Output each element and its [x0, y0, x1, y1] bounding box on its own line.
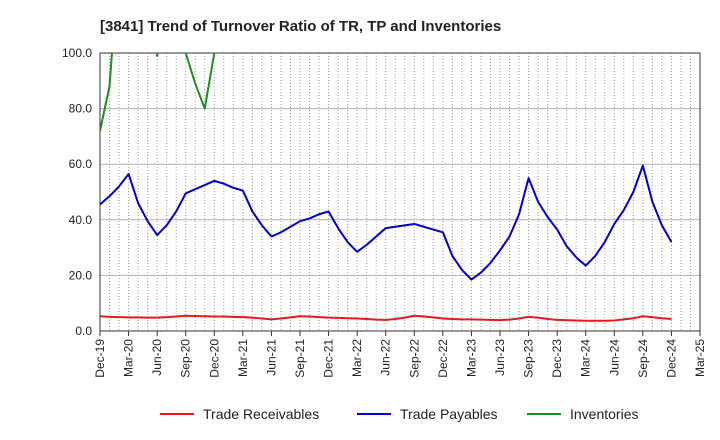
- x-tick-labels: Dec-19 Mar-20 Jun-20 Sep-20 Dec-20 Mar-21 Jun-…: [93, 339, 707, 378]
- x-tick-label: Mar-20: [122, 339, 136, 377]
- x-tick-label: Jun-24: [607, 339, 621, 376]
- x-tick-label: Dec-23: [550, 339, 564, 378]
- x-tick-label: Sep-22: [407, 339, 421, 378]
- legend-label: Trade Receivables: [203, 406, 319, 422]
- x-tick-label: Sep-24: [636, 339, 650, 378]
- x-tick-label: Dec-21: [322, 339, 336, 378]
- x-tick-label: Dec-24: [664, 339, 678, 378]
- x-tick-label: Mar-24: [579, 339, 593, 377]
- y-tick-label: 80.0: [69, 102, 93, 116]
- legend-label: Inventories: [570, 406, 638, 422]
- x-tick-label: Sep-23: [522, 339, 536, 378]
- y-tick-label: 100.0: [62, 46, 92, 60]
- x-tick-label: Jun-23: [493, 339, 507, 376]
- x-tick-label: Dec-22: [436, 339, 450, 378]
- x-tick-label: Mar-23: [464, 339, 478, 377]
- series-lines: [100, 53, 673, 322]
- y-tick-labels: 0.0 20.0 40.0 60.0 80.0 100.0: [62, 46, 92, 338]
- y-tick-label: 20.0: [69, 268, 93, 282]
- y-tick-label: 60.0: [69, 157, 93, 171]
- x-tick-label: Mar-21: [236, 339, 250, 377]
- y-tick-label: 0.0: [75, 324, 92, 338]
- x-tick-label: Dec-19: [93, 339, 107, 378]
- x-tick-label: Mar-22: [350, 339, 364, 377]
- x-tick-label: Jun-21: [264, 339, 278, 376]
- plot-border: [99, 52, 701, 332]
- y-tick-label: 40.0: [69, 213, 93, 227]
- x-tick-label: Sep-21: [293, 339, 307, 378]
- axes: [99, 52, 701, 336]
- x-tick-label: Sep-20: [179, 339, 193, 378]
- x-tick-label: Jun-20: [150, 339, 164, 376]
- chart-title: [3841] Trend of Turnover Ratio of TR, TP…: [100, 18, 501, 35]
- x-tick-label: Jun-22: [379, 339, 393, 376]
- legend: Trade Receivables Trade Payables Inventori…: [160, 406, 638, 422]
- series-line-trade-receivables: [100, 314, 672, 322]
- legend-label: Trade Payables: [400, 406, 498, 422]
- x-tick-label: Dec-20: [207, 339, 221, 378]
- series-line-inventories: [100, 53, 216, 132]
- x-tick-label: Mar-25: [693, 339, 707, 377]
- series-line-trade-payables: [100, 164, 673, 281]
